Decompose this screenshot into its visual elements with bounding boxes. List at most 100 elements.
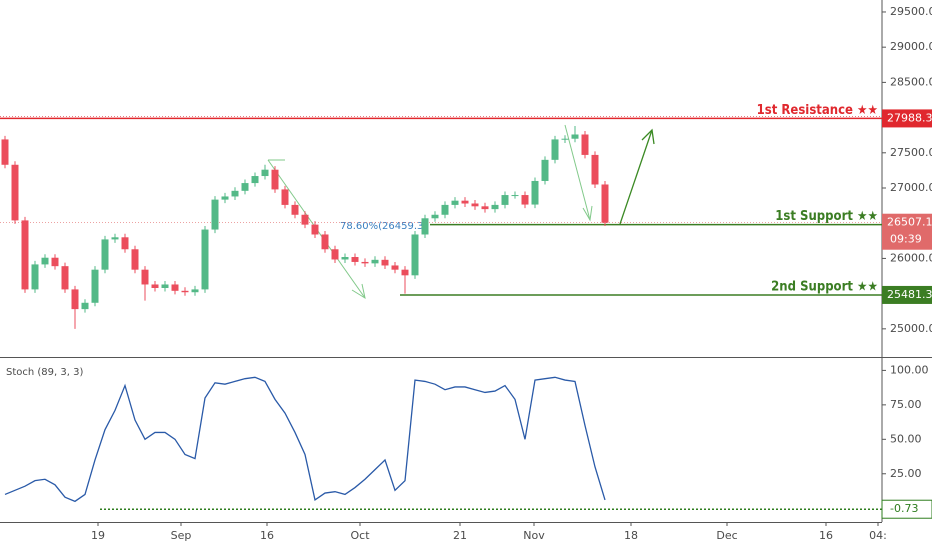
candle-body — [141, 269, 149, 285]
candle-body — [501, 195, 509, 205]
candle-body — [51, 257, 59, 267]
candle-body — [111, 237, 119, 240]
candle-body — [41, 257, 49, 265]
candle-body — [281, 189, 289, 205]
y-tick-label: 50.00 — [890, 432, 922, 445]
price-badge — [882, 285, 932, 304]
arrow — [564, 124, 591, 221]
x-tick-label: Sep — [171, 529, 192, 542]
y-tick-label: 100.00 — [890, 363, 929, 376]
x-tick-label: Oct — [350, 529, 370, 542]
candle-body — [201, 229, 209, 290]
candle-body — [1, 139, 9, 165]
candle-body — [191, 289, 199, 293]
indicator-badge-label: -0.73 — [890, 502, 918, 515]
candle-body — [91, 269, 99, 303]
y-tick-label: 26000.0 — [890, 251, 932, 264]
candle-body — [271, 169, 279, 190]
candle-body — [231, 190, 239, 197]
x-tick-label: 04: — [869, 529, 887, 542]
candle-body — [181, 290, 189, 293]
x-tick-label: 21 — [453, 529, 467, 542]
candle-body — [321, 234, 329, 250]
arrow-head — [351, 283, 366, 300]
candle-body — [21, 220, 29, 290]
candle-body — [251, 176, 259, 184]
candle-body — [471, 203, 479, 207]
candle-body — [521, 195, 529, 205]
y-tick-label: 29500.0 — [890, 5, 932, 18]
x-tick-label: 16 — [819, 529, 833, 542]
candle-body — [591, 154, 599, 185]
candle-body — [311, 224, 319, 235]
candle-body — [331, 249, 339, 260]
candle-body — [541, 159, 549, 181]
candle-body — [581, 134, 589, 155]
candle-body — [11, 164, 19, 221]
candle-body — [171, 284, 179, 291]
candle-body — [101, 239, 109, 270]
candle-body — [151, 284, 159, 288]
candle-body — [221, 196, 229, 200]
candle-body — [361, 261, 369, 264]
candle-body — [561, 138, 569, 140]
y-tick-label: 29000.0 — [890, 40, 932, 53]
y-tick-label: 27000.0 — [890, 181, 932, 194]
x-tick-label: 16 — [260, 529, 274, 542]
candle-body — [601, 184, 609, 223]
candle-body — [211, 199, 219, 230]
candle-body — [291, 204, 299, 215]
candle-body — [341, 257, 349, 260]
x-tick-label: 19 — [91, 529, 105, 542]
stoch-line — [4, 376, 606, 503]
x-tick-label: 18 — [624, 529, 638, 542]
arrow-head — [582, 205, 593, 222]
candle-body — [301, 214, 309, 225]
y-tick-label: 25.00 — [890, 467, 922, 480]
candle-body — [451, 200, 459, 205]
x-tick-label: Nov — [523, 529, 545, 542]
y-tick-label: 28500.0 — [890, 75, 932, 88]
x-tick-label: Dec — [716, 529, 737, 542]
indicator-badge — [881, 499, 932, 519]
candle-body — [71, 289, 79, 310]
last-price-label: 26507.1 — [887, 216, 932, 229]
y-tick-label: 75.00 — [890, 398, 922, 411]
y-tick-label: 27500.0 — [890, 146, 932, 159]
candle-body — [31, 264, 39, 290]
drawings — [267, 124, 593, 300]
candle-body — [131, 249, 139, 270]
candle-body — [441, 204, 449, 215]
countdown-label: 09:39 — [890, 233, 922, 246]
candle-body — [481, 206, 489, 210]
candle-body — [551, 139, 559, 160]
candle-body — [371, 259, 379, 264]
y-tick-label: 25000.0 — [890, 322, 932, 335]
candle-body — [411, 234, 419, 276]
candle-body — [461, 200, 469, 204]
price-badge-label: 25481.3 — [887, 288, 932, 301]
candle-body — [381, 259, 389, 266]
indicator-title: Stoch (89, 3, 3) — [6, 367, 83, 378]
candle-body — [81, 302, 89, 310]
candle-body — [391, 265, 399, 270]
candle-body — [421, 218, 429, 235]
candle-body — [351, 257, 359, 262]
candle-body — [511, 195, 519, 197]
candle-body — [121, 237, 129, 250]
candle-body — [491, 204, 499, 210]
candle-body — [531, 180, 539, 205]
target-arrow — [619, 128, 655, 225]
candle-body — [161, 284, 169, 288]
level-label: 1st Support ★★ — [775, 209, 878, 224]
candle-body — [241, 183, 249, 191]
last-price-badge — [882, 213, 932, 250]
level-label: 1st Resistance ★★ — [757, 103, 878, 118]
candle-body — [571, 134, 579, 139]
price-badge-label: 27988.3 — [887, 111, 932, 124]
candle-body — [431, 214, 439, 219]
candle-body — [61, 266, 69, 290]
level-label: 2nd Support ★★ — [771, 279, 878, 294]
candle-body — [261, 169, 269, 177]
